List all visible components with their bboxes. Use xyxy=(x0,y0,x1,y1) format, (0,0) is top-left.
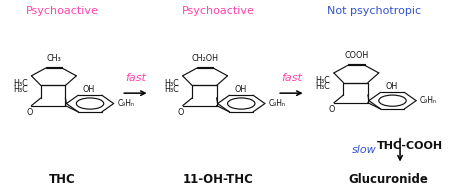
Text: Psychoactive: Psychoactive xyxy=(26,6,99,16)
Text: H₃C: H₃C xyxy=(315,82,330,91)
Text: C₉Hₙ: C₉Hₙ xyxy=(118,99,135,108)
Text: C₉Hₙ: C₉Hₙ xyxy=(420,96,437,105)
Text: C₉Hₙ: C₉Hₙ xyxy=(269,99,286,108)
Text: OH: OH xyxy=(385,82,398,91)
Text: fast: fast xyxy=(281,73,302,83)
Text: 11-OH-THC: 11-OH-THC xyxy=(182,173,254,186)
Text: THC: THC xyxy=(49,173,75,186)
Text: Not psychotropic: Not psychotropic xyxy=(327,6,421,16)
Text: O: O xyxy=(27,108,33,117)
Text: fast: fast xyxy=(125,73,146,83)
Text: H₃C: H₃C xyxy=(164,85,179,94)
Text: OH: OH xyxy=(234,85,246,94)
Text: Glucuronide: Glucuronide xyxy=(348,173,428,186)
Text: slow: slow xyxy=(352,145,376,155)
Text: COOH: COOH xyxy=(344,51,368,60)
Text: H₃C: H₃C xyxy=(164,79,179,88)
Text: H₃C: H₃C xyxy=(13,85,27,94)
Text: CH₃: CH₃ xyxy=(46,54,61,63)
Text: H₃C: H₃C xyxy=(13,79,27,88)
Text: Psychoactive: Psychoactive xyxy=(182,6,255,16)
Text: H₃C: H₃C xyxy=(315,76,330,85)
Text: OH: OH xyxy=(83,85,95,94)
Text: O: O xyxy=(178,108,184,117)
Text: THC-COOH: THC-COOH xyxy=(376,141,443,151)
Text: CH₂OH: CH₂OH xyxy=(191,54,219,63)
Text: O: O xyxy=(329,106,335,114)
